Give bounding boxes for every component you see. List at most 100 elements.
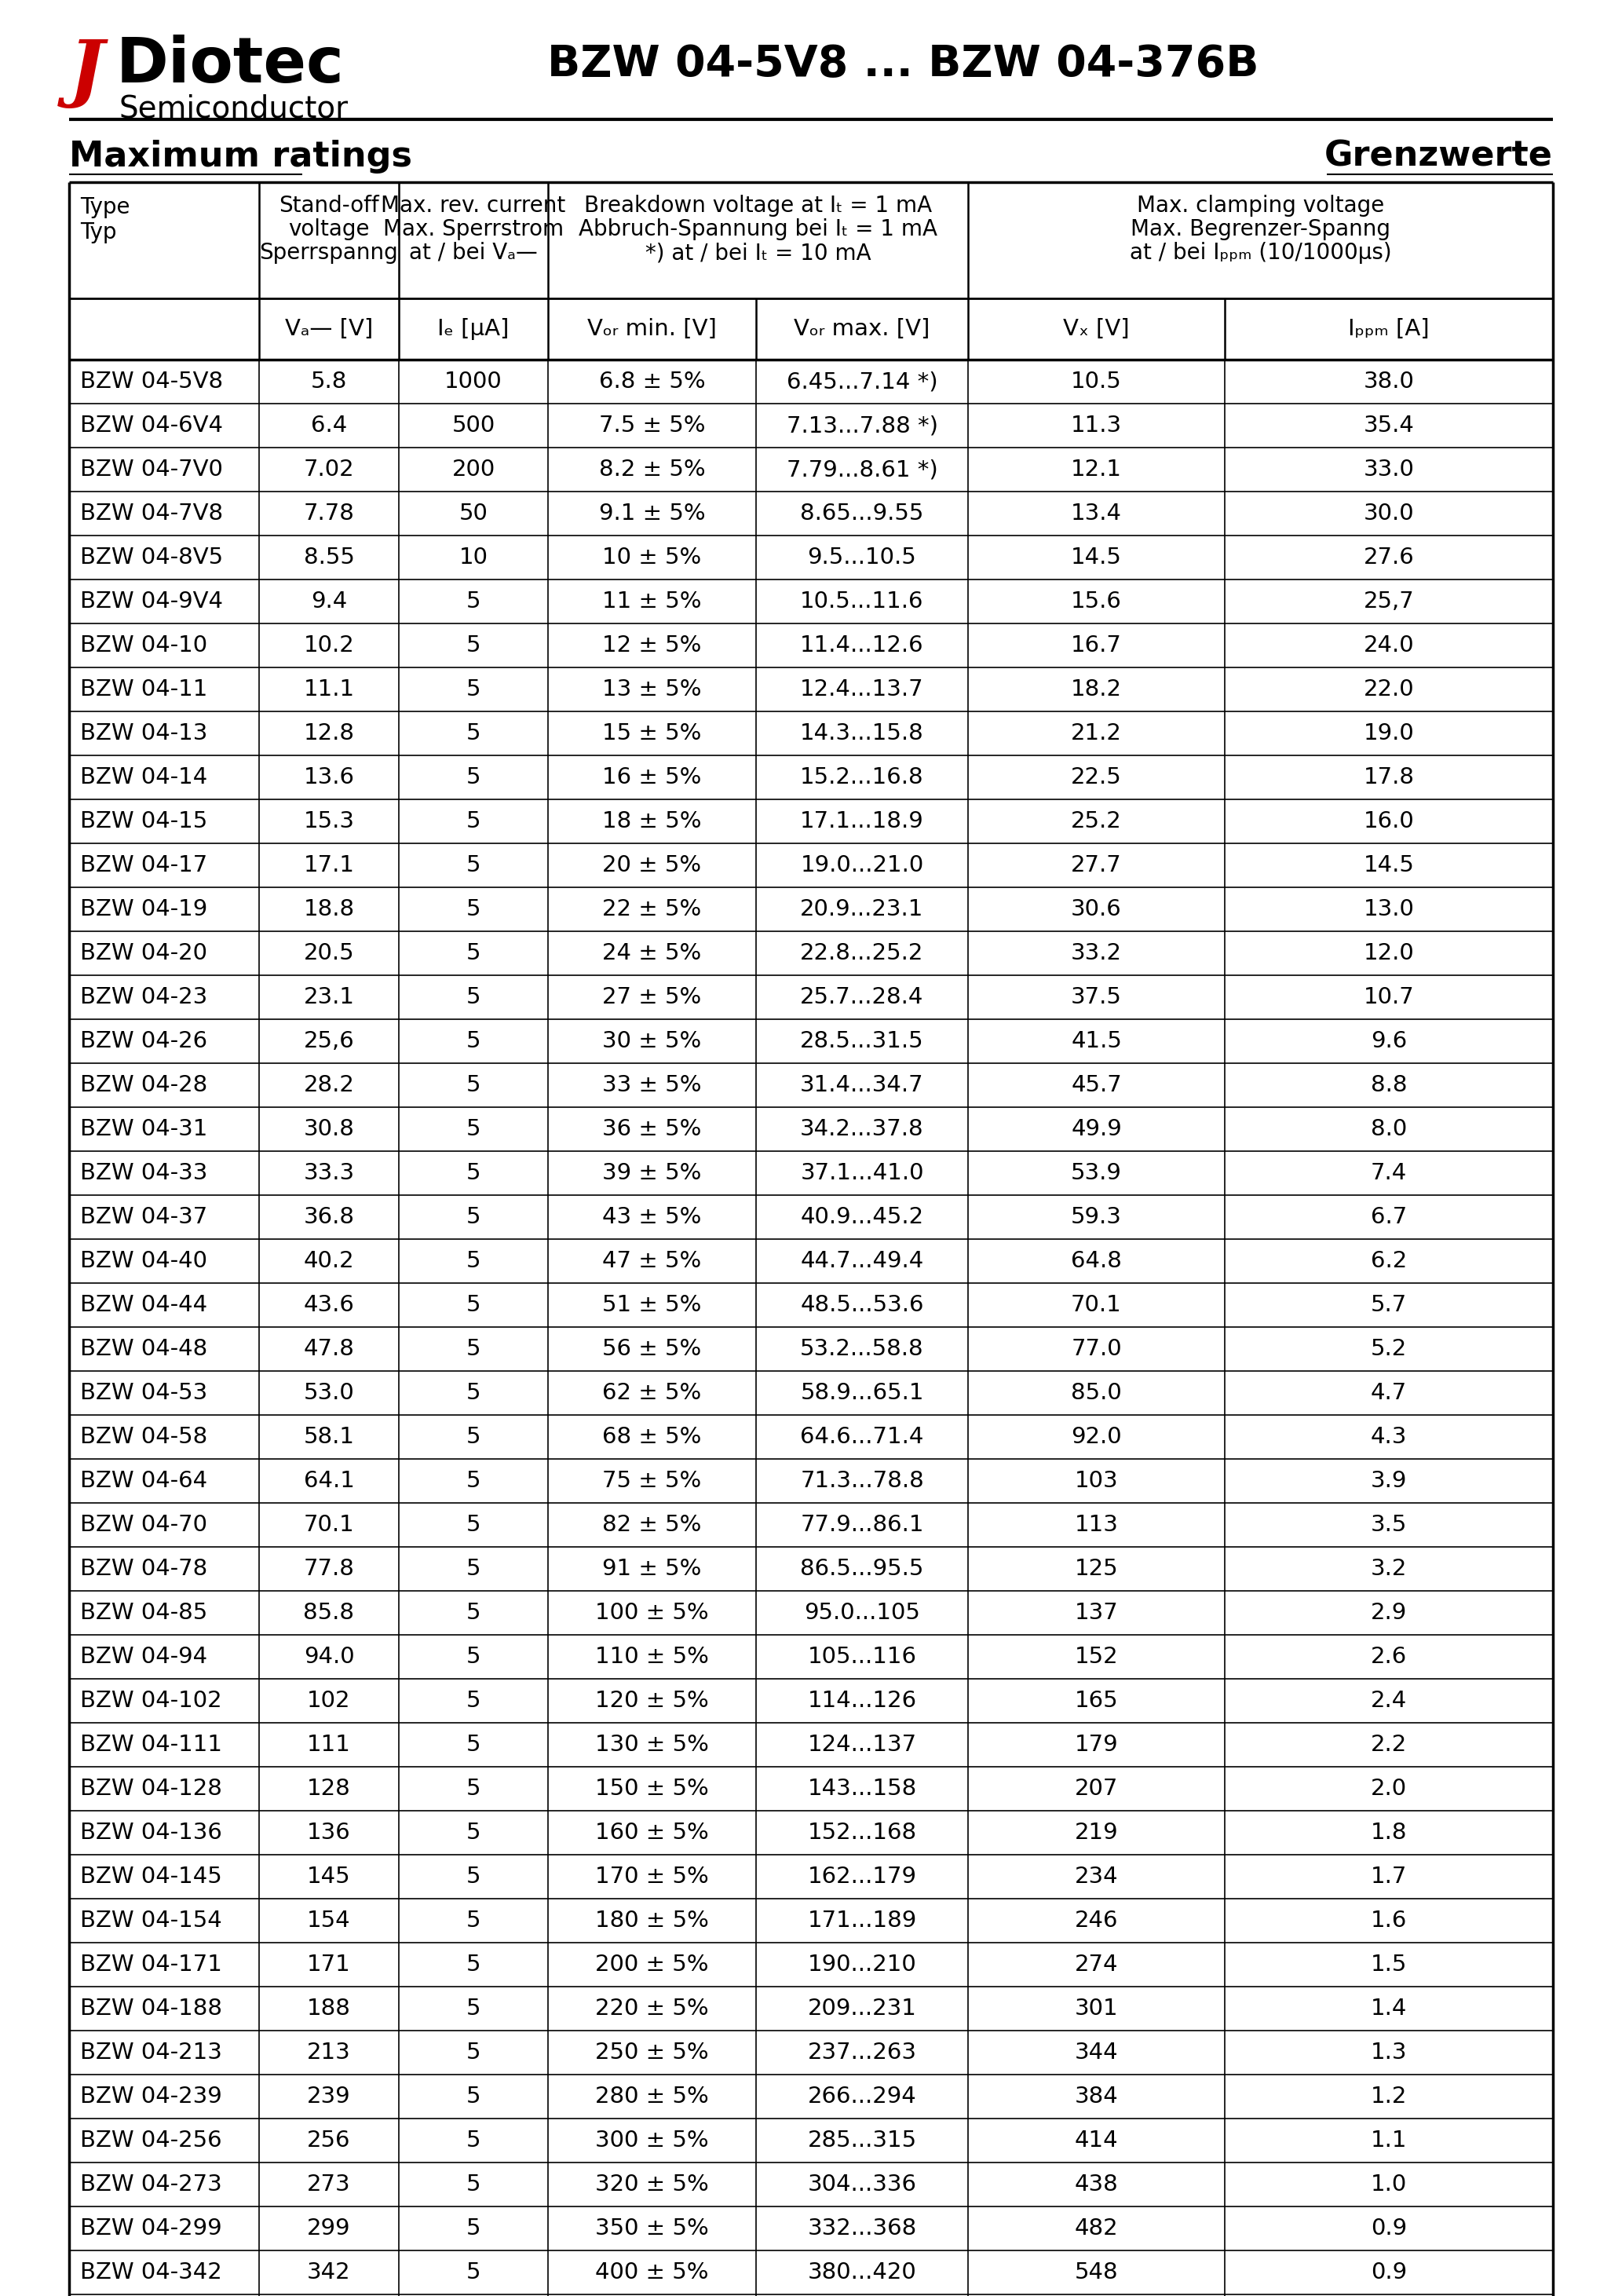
Text: 154: 154 <box>307 1910 350 1931</box>
Text: 16 ± 5%: 16 ± 5% <box>602 767 702 788</box>
Text: 5: 5 <box>466 1998 480 2020</box>
Text: 10 ± 5%: 10 ± 5% <box>602 546 702 569</box>
Text: 10.2: 10.2 <box>303 634 354 657</box>
Text: 85.0: 85.0 <box>1071 1382 1122 1403</box>
Text: 21.2: 21.2 <box>1071 723 1122 744</box>
Text: 33.3: 33.3 <box>303 1162 355 1185</box>
Text: 47.8: 47.8 <box>303 1339 355 1359</box>
Text: BZW 04-13: BZW 04-13 <box>79 723 208 744</box>
Text: 41.5: 41.5 <box>1071 1031 1122 1052</box>
Text: BZW 04-145: BZW 04-145 <box>79 1867 222 1887</box>
Text: 24 ± 5%: 24 ± 5% <box>602 941 702 964</box>
Text: 2.2: 2.2 <box>1371 1733 1406 1756</box>
Text: 219: 219 <box>1074 1821 1118 1844</box>
Text: 111: 111 <box>307 1733 350 1756</box>
Text: 20 ± 5%: 20 ± 5% <box>602 854 702 877</box>
Text: 59.3: 59.3 <box>1071 1205 1122 1228</box>
Text: BZW 04-273: BZW 04-273 <box>79 2174 222 2195</box>
Text: 179: 179 <box>1074 1733 1118 1756</box>
Text: 8.2 ± 5%: 8.2 ± 5% <box>599 459 706 480</box>
Text: 5: 5 <box>466 2218 480 2239</box>
Text: 9.5...10.5: 9.5...10.5 <box>808 546 916 569</box>
Text: 6.2: 6.2 <box>1371 1249 1406 1272</box>
Text: 266...294: 266...294 <box>808 2085 916 2108</box>
Text: 5: 5 <box>466 1559 480 1580</box>
Text: 102: 102 <box>307 1690 350 1713</box>
Text: 15 ± 5%: 15 ± 5% <box>602 723 702 744</box>
Text: 304...336: 304...336 <box>808 2174 916 2195</box>
Text: 27.6: 27.6 <box>1364 546 1414 569</box>
Text: 56 ± 5%: 56 ± 5% <box>602 1339 702 1359</box>
Text: 145: 145 <box>307 1867 350 1887</box>
Text: 5: 5 <box>466 2262 480 2285</box>
Text: 152...168: 152...168 <box>808 1821 916 1844</box>
Text: 12.0: 12.0 <box>1364 941 1414 964</box>
Text: 30.6: 30.6 <box>1071 898 1122 921</box>
Text: 7.5 ± 5%: 7.5 ± 5% <box>599 416 706 436</box>
Text: 114...126: 114...126 <box>808 1690 916 1713</box>
Text: 5: 5 <box>466 1603 480 1623</box>
Text: 71.3...78.8: 71.3...78.8 <box>800 1469 925 1492</box>
Text: 5: 5 <box>466 1249 480 1272</box>
Text: 24.0: 24.0 <box>1364 634 1414 657</box>
Text: 5: 5 <box>466 1910 480 1931</box>
Text: 332...368: 332...368 <box>808 2218 916 2239</box>
Text: 1.4: 1.4 <box>1371 1998 1406 2020</box>
Text: 299: 299 <box>307 2218 350 2239</box>
Text: 50: 50 <box>459 503 488 523</box>
Text: 256: 256 <box>307 2128 350 2151</box>
Text: 12.8: 12.8 <box>303 723 355 744</box>
Text: 25.7...28.4: 25.7...28.4 <box>800 987 925 1008</box>
Text: BZW 04-188: BZW 04-188 <box>79 1998 222 2020</box>
Text: 33 ± 5%: 33 ± 5% <box>602 1075 702 1095</box>
Text: 62 ± 5%: 62 ± 5% <box>602 1382 702 1403</box>
Text: 44.7...49.4: 44.7...49.4 <box>800 1249 925 1272</box>
Text: 33.2: 33.2 <box>1071 941 1122 964</box>
Text: 5: 5 <box>466 1075 480 1095</box>
Text: 7.13...7.88 *): 7.13...7.88 *) <box>787 416 938 436</box>
Text: 171...189: 171...189 <box>808 1910 916 1931</box>
Text: BZW 04-19: BZW 04-19 <box>79 898 208 921</box>
Text: 92.0: 92.0 <box>1071 1426 1122 1449</box>
Text: 38.0: 38.0 <box>1364 370 1414 393</box>
Text: 22.5: 22.5 <box>1071 767 1122 788</box>
Text: 77.0: 77.0 <box>1071 1339 1122 1359</box>
Text: BZW 04-213: BZW 04-213 <box>79 2041 222 2064</box>
Text: 5: 5 <box>466 1777 480 1800</box>
Text: BZW 04-111: BZW 04-111 <box>79 1733 222 1756</box>
Text: 5: 5 <box>466 1162 480 1185</box>
Text: 190...210: 190...210 <box>808 1954 916 1975</box>
Text: 6.4: 6.4 <box>311 416 347 436</box>
Text: 23.1: 23.1 <box>303 987 355 1008</box>
Text: 344: 344 <box>1074 2041 1118 2064</box>
Text: 2.4: 2.4 <box>1371 1690 1406 1713</box>
Text: 400 ± 5%: 400 ± 5% <box>595 2262 709 2285</box>
Text: 36 ± 5%: 36 ± 5% <box>602 1118 702 1141</box>
Text: 39 ± 5%: 39 ± 5% <box>602 1162 702 1185</box>
Text: BZW 04-154: BZW 04-154 <box>79 1910 222 1931</box>
Text: 9.4: 9.4 <box>311 590 347 613</box>
Text: 5: 5 <box>466 1382 480 1403</box>
Text: BZW 04-171: BZW 04-171 <box>79 1954 222 1975</box>
Text: 5: 5 <box>466 1646 480 1667</box>
Text: 237...263: 237...263 <box>808 2041 916 2064</box>
Text: 273: 273 <box>307 2174 350 2195</box>
Text: BZW 04-94: BZW 04-94 <box>79 1646 208 1667</box>
Text: 36.8: 36.8 <box>303 1205 355 1228</box>
Text: 47 ± 5%: 47 ± 5% <box>602 1249 702 1272</box>
Text: 58.9...65.1: 58.9...65.1 <box>800 1382 925 1403</box>
Text: BZW 04-7V8: BZW 04-7V8 <box>79 503 224 523</box>
Text: 85.8: 85.8 <box>303 1603 355 1623</box>
Text: 5: 5 <box>466 1118 480 1141</box>
Text: 125: 125 <box>1074 1559 1118 1580</box>
Text: 20.5: 20.5 <box>303 941 354 964</box>
Text: 64.6...71.4: 64.6...71.4 <box>800 1426 925 1449</box>
Text: 43.6: 43.6 <box>303 1295 355 1316</box>
Text: 15.3: 15.3 <box>303 810 355 833</box>
Text: 128: 128 <box>307 1777 350 1800</box>
Text: 33.0: 33.0 <box>1364 459 1414 480</box>
Text: 438: 438 <box>1074 2174 1118 2195</box>
Text: 5: 5 <box>466 1954 480 1975</box>
Text: 34.2...37.8: 34.2...37.8 <box>800 1118 925 1141</box>
Text: 5: 5 <box>466 1205 480 1228</box>
